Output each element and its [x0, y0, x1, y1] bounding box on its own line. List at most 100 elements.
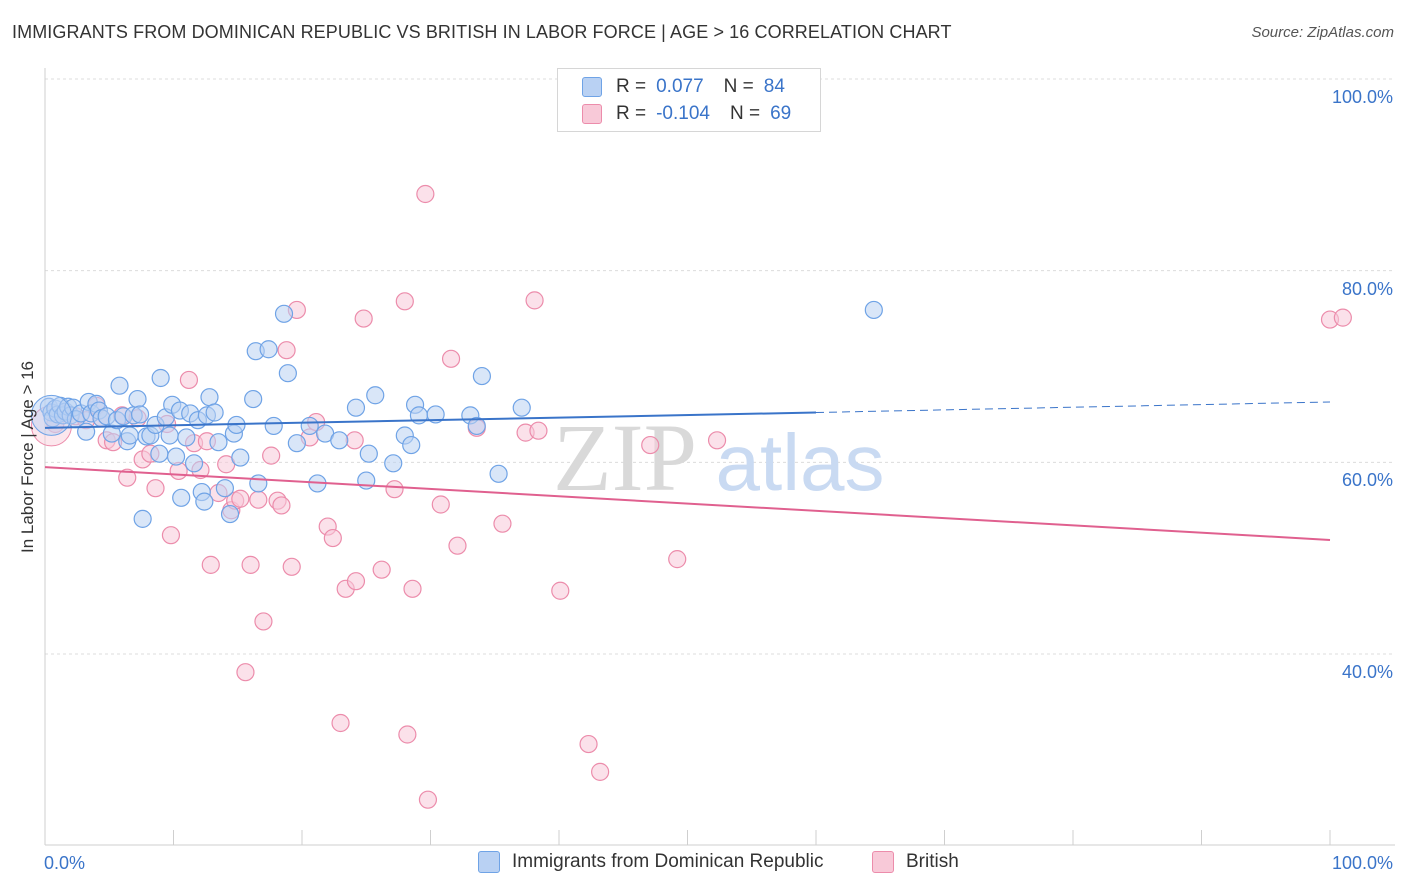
data-point	[641, 435, 660, 455]
data-point	[354, 309, 373, 328]
trend-lines	[44, 401, 1331, 541]
data-point	[274, 304, 294, 323]
data-point	[220, 504, 240, 524]
bottom-legend-dominican: Immigrants from Dominican Republic	[478, 851, 824, 873]
legend-n-label: N =	[723, 76, 754, 97]
data-point	[120, 426, 139, 445]
data-point	[282, 557, 301, 576]
data-point	[205, 403, 224, 422]
watermark: ZIP atlas	[553, 404, 884, 511]
data-point	[130, 405, 150, 424]
legend-r-label: R =	[616, 76, 647, 97]
data-point	[146, 479, 165, 498]
data-point	[467, 416, 486, 436]
x-tick-labels: 0.0% 100.0%	[44, 853, 1393, 873]
data-point	[128, 389, 147, 409]
data-point	[177, 428, 196, 447]
data-point	[323, 528, 342, 548]
data-point	[346, 398, 366, 417]
data-point	[262, 446, 281, 465]
data-point	[512, 398, 531, 417]
series-dominican	[30, 300, 883, 528]
data-point	[345, 431, 364, 450]
y-tick-label: 100.0%	[1331, 87, 1393, 107]
y-axis-title: In Labor Force | Age > 16	[18, 360, 37, 554]
legend-n-value: 84	[763, 76, 785, 97]
data-point	[161, 526, 181, 545]
bottom-swatch-british	[872, 851, 894, 873]
legend-swatch-dominican	[582, 77, 602, 97]
data-point	[77, 422, 96, 441]
data-point	[254, 612, 273, 631]
data-point	[179, 370, 199, 390]
data-point	[300, 416, 319, 436]
data-point	[215, 479, 234, 498]
trend-line-dominican	[44, 411, 817, 429]
data-point	[277, 341, 296, 360]
bottom-legend-label: British	[906, 851, 959, 872]
data-point-cluster	[30, 394, 72, 436]
data-point	[331, 713, 350, 733]
data-point	[209, 433, 228, 452]
trend-line-british	[44, 466, 1331, 541]
data-point	[160, 426, 179, 445]
data-point	[231, 489, 250, 508]
y-tick-label: 80.0%	[1341, 278, 1393, 299]
x-tick-label: 100.0%	[1332, 853, 1393, 873]
data-point	[184, 454, 204, 473]
legend-row-dominican: R = 0.077 N = 84	[582, 74, 805, 100]
data-point	[864, 300, 883, 320]
data-point	[551, 581, 570, 600]
y-tick-label: 60.0%	[1341, 470, 1393, 491]
data-point	[359, 444, 378, 463]
data-point	[402, 435, 421, 455]
data-point	[166, 447, 186, 466]
data-point	[272, 496, 291, 515]
data-point	[384, 454, 403, 473]
data-point	[385, 480, 404, 499]
data-point	[441, 349, 461, 368]
data-point	[200, 388, 219, 407]
data-point	[707, 431, 727, 450]
data-point	[591, 762, 610, 781]
data-point	[133, 509, 152, 528]
series-british	[30, 184, 1352, 809]
data-point	[489, 464, 508, 483]
legend-r-value: 0.077	[656, 76, 704, 97]
data-point	[110, 376, 129, 395]
correlation-legend: R = 0.077 N = 84 R = -0.104 N = 69	[557, 68, 821, 132]
data-point	[151, 368, 170, 388]
data-point	[431, 495, 450, 514]
data-point	[426, 405, 445, 424]
legend-row-british: R = -0.104 N = 69	[582, 101, 811, 127]
data-point	[249, 474, 268, 493]
data-point	[525, 291, 544, 310]
data-point	[278, 364, 297, 383]
y-tick-label: 40.0%	[1341, 662, 1393, 682]
data-point	[529, 421, 548, 440]
data-point	[372, 560, 391, 579]
legend-r-label: R =	[616, 103, 647, 124]
x-tick-label: 0.0%	[44, 853, 85, 873]
data-point	[579, 734, 598, 754]
legend-n-value: 69	[770, 103, 792, 124]
trend-line-dominican-extension	[815, 401, 1331, 413]
data-point	[346, 572, 366, 591]
data-point	[118, 468, 137, 487]
data-point	[398, 725, 417, 744]
data-point	[150, 444, 169, 463]
bottom-swatch-dominican	[478, 851, 500, 873]
bottom-legend-british: British	[872, 851, 959, 873]
data-point	[448, 536, 467, 555]
chart-title: IMMIGRANTS FROM DOMINICAN REPUBLIC VS BR…	[12, 22, 952, 42]
data-point	[330, 431, 349, 450]
data-point	[668, 550, 687, 569]
data-point	[172, 488, 191, 507]
data-point	[259, 340, 278, 359]
watermark-atlas: atlas	[716, 418, 885, 507]
bottom-legend-label: Immigrants from Dominican Republic	[512, 851, 824, 872]
legend-r-value: -0.104	[656, 103, 710, 124]
data-point	[287, 434, 306, 453]
watermark-zip: ZIP	[553, 404, 697, 511]
